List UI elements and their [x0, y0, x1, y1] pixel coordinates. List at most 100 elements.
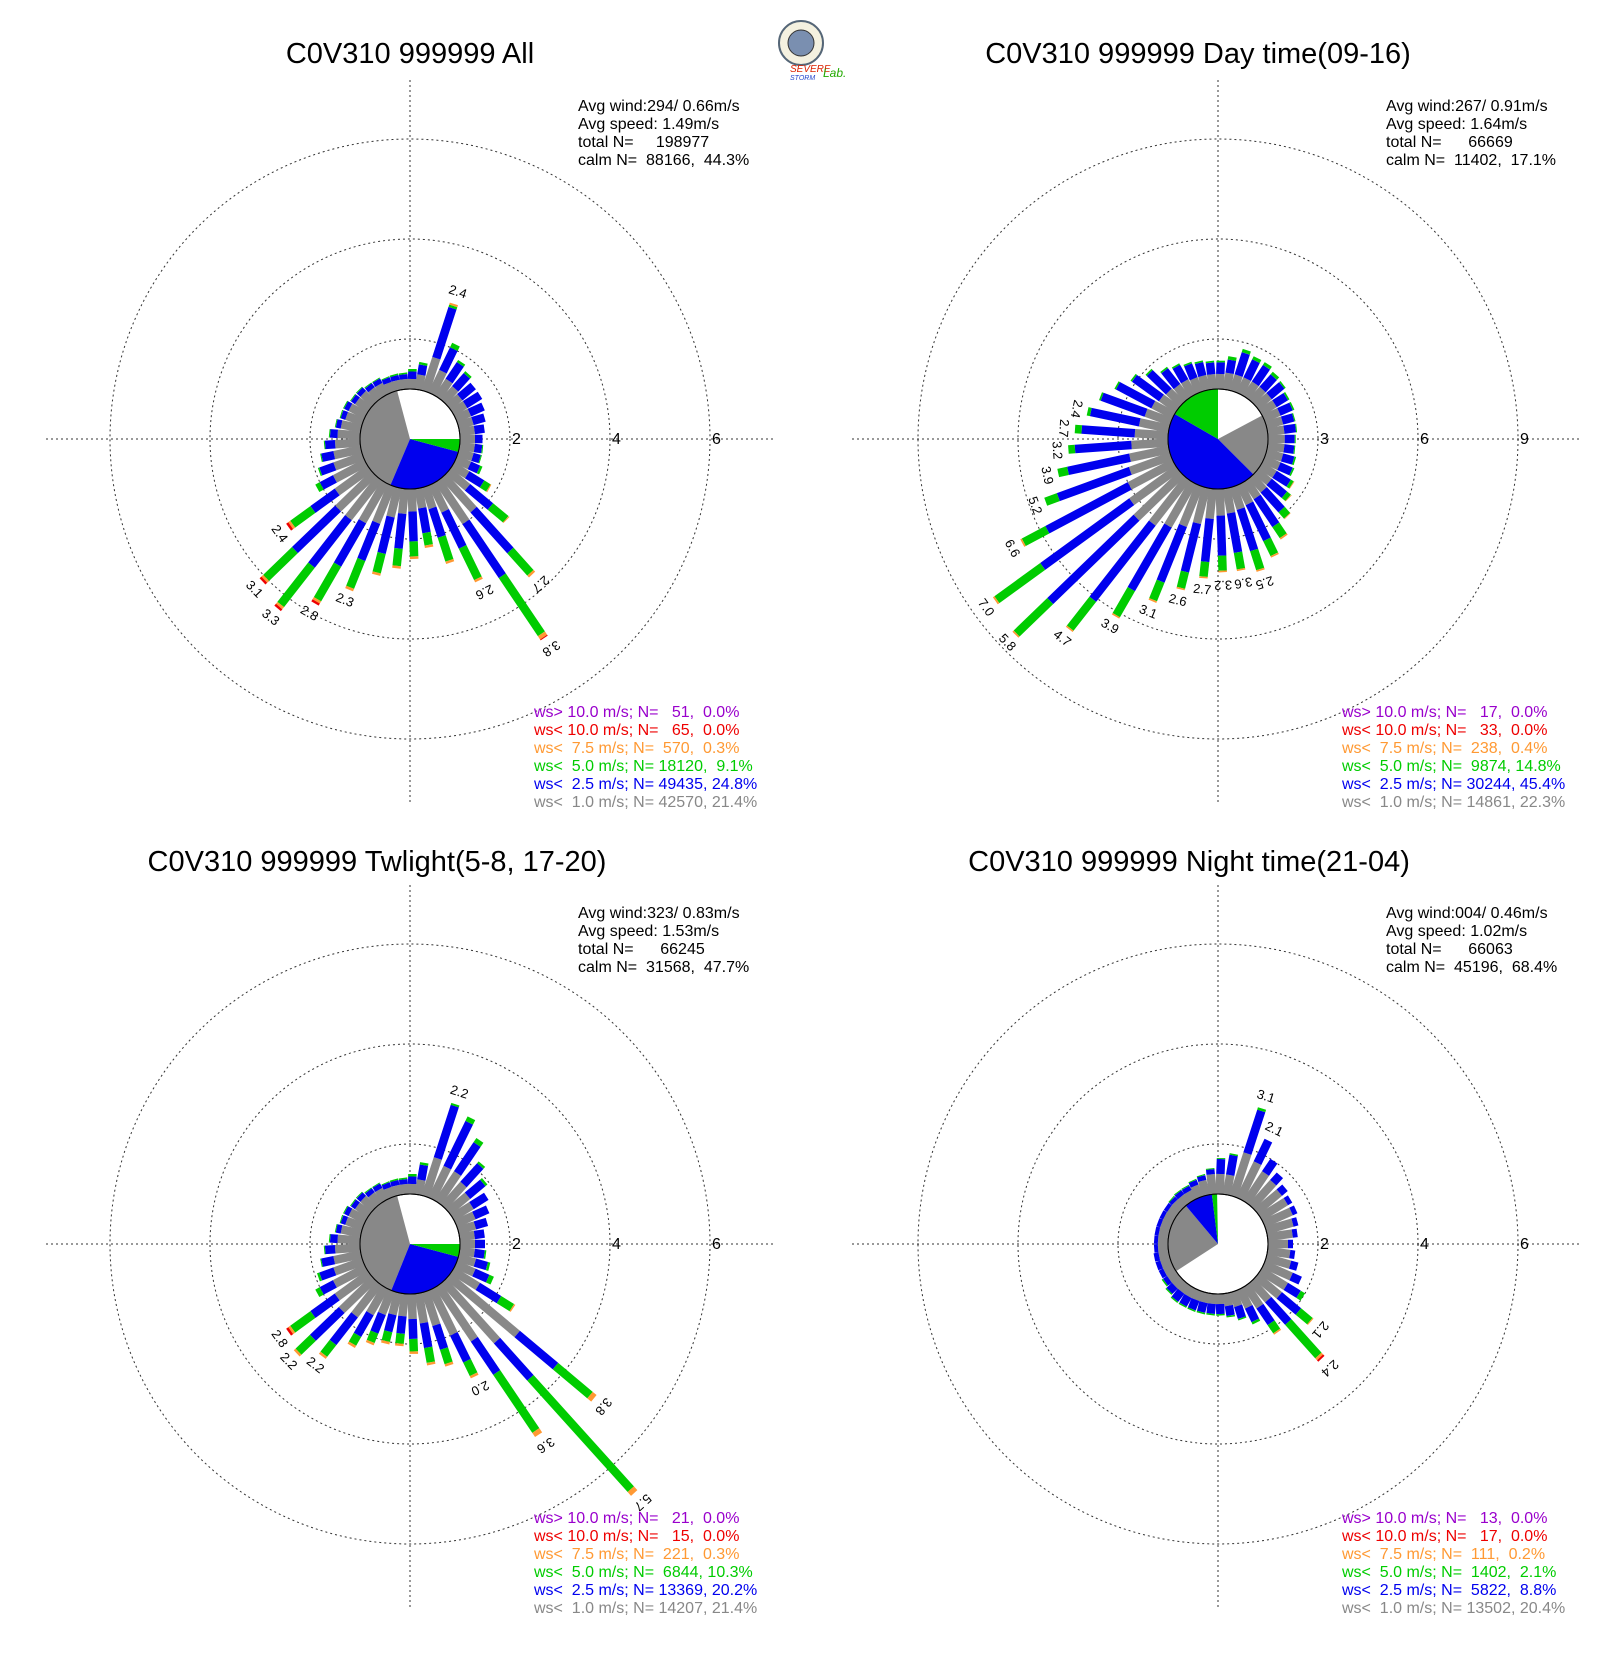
legend-entry-lt1: ws< 1.0 m/s; N= 14207, 21.4%	[533, 1600, 757, 1617]
rose-bar-green	[449, 342, 460, 351]
rose-bar-green	[1145, 368, 1153, 377]
rose-bar-gray	[358, 480, 389, 524]
rose-bar-green	[392, 547, 403, 567]
rose-bar-blue	[464, 483, 494, 510]
legend-entry-lt1: ws< 1.0 m/s; N= 42570, 21.4%	[533, 794, 757, 811]
rose-bar-gray	[337, 429, 361, 440]
rose-bar-green	[1281, 491, 1291, 502]
rose-bar-orange	[1284, 512, 1291, 520]
rose-bar-blue	[1161, 368, 1181, 390]
rose-bar-gray	[440, 1278, 501, 1344]
total-n-text: total N= 66669	[1386, 134, 1513, 151]
rose-bar-green	[1263, 537, 1279, 557]
panel-title: C0V310 999999 Night time(21-04)	[968, 846, 1410, 878]
rose-bar-orange	[381, 1340, 390, 1345]
legend-entry-lt10: ws< 10.0 m/s; N= 65, 0.0%	[533, 722, 739, 739]
rose-bar-green	[1176, 570, 1190, 589]
rose-bar-blue	[1188, 1179, 1199, 1188]
calm-n-text: calm N= 45196, 68.4%	[1386, 959, 1557, 976]
rose-bar-blue	[1234, 352, 1250, 377]
rose-bar-orange	[347, 1341, 357, 1348]
rose-bar-orange	[318, 1351, 328, 1359]
rose-bar-gray	[458, 441, 475, 453]
rose-bar-gray	[334, 464, 373, 496]
calm-slice-gray	[1218, 415, 1269, 475]
rose-bar-blue	[1280, 453, 1295, 465]
rose-bar-blue	[1205, 362, 1216, 375]
rose-bar-green	[320, 1339, 337, 1357]
legend-entry-lt10: ws< 10.0 m/s; N= 15, 0.0%	[533, 1528, 739, 1545]
rose-bar-blue	[473, 1248, 485, 1259]
rose-bar-gray	[383, 381, 396, 395]
rose-bar-gray	[354, 1202, 372, 1219]
calm-slice-green	[410, 439, 460, 452]
rose-bar-blue	[1251, 364, 1271, 387]
rose-bar-blue	[439, 347, 458, 374]
rose-bar-green	[346, 557, 366, 589]
info-block: Avg wind:294/ 0.66m/s Avg speed: 1.49m/s…	[578, 98, 749, 169]
rose-bar-orange	[445, 558, 455, 564]
rose-bar-gray	[333, 1250, 362, 1265]
rose-bar-blue	[443, 1120, 474, 1170]
rose-bar-blue	[408, 511, 418, 542]
rose-bar-green	[1272, 522, 1287, 539]
rose-bar-orange	[1012, 630, 1020, 638]
rose-bar-red	[286, 1327, 294, 1336]
rose-bar-blue	[1180, 522, 1202, 573]
avg-speed-text: Avg speed: 1.49m/s	[578, 116, 719, 133]
rose-bar-gray	[1236, 482, 1254, 506]
rose-bar-blue	[1259, 374, 1277, 393]
calm-outline	[1167, 388, 1269, 490]
rose-bar-orange	[502, 516, 510, 524]
rose-bar-gray	[1138, 418, 1170, 433]
rose-bar-blue	[350, 1199, 360, 1210]
rose-bar-blue	[1272, 470, 1291, 487]
rose-bar-blue	[309, 1306, 345, 1341]
rose-bar-green	[450, 1102, 460, 1108]
rose-bar-gray	[1190, 1184, 1204, 1200]
rose-bar-blue	[1153, 1252, 1161, 1262]
rose-bar-green	[372, 1182, 380, 1188]
rose-bar-blue	[356, 387, 367, 397]
rose-bar-blue	[1089, 407, 1141, 427]
rose-bar-green	[1130, 373, 1137, 382]
rose-bar-green	[496, 1295, 515, 1312]
rose-bar-gray	[445, 1192, 471, 1216]
calm-pie	[1167, 1193, 1269, 1295]
rose-bar-blue	[1226, 512, 1243, 554]
legend-entry-lt2.5: ws< 2.5 m/s; N= 30244, 45.4%	[1341, 776, 1565, 793]
rose-bar-blue	[1040, 498, 1135, 570]
rose-bar-gray	[377, 1288, 396, 1316]
rose-bar-gray	[1184, 1189, 1197, 1203]
rose-bar-blue	[453, 1142, 481, 1176]
rose-bar-blue	[329, 1234, 338, 1244]
rose-bar-gray	[1129, 445, 1170, 462]
rose-bar-orange	[1020, 538, 1026, 547]
rose-bar-green	[317, 467, 323, 477]
peak-value-label: 3.8	[592, 1395, 615, 1418]
peak-value-label: 3.9	[1038, 465, 1056, 486]
rose-bar-gray	[1242, 478, 1261, 500]
rose-bar-gray	[1236, 1287, 1253, 1309]
calm-pie	[1167, 388, 1269, 490]
rose-bar-green	[463, 371, 472, 379]
rose-bar-blue	[398, 373, 408, 380]
rose-bar-orange	[1307, 1317, 1314, 1325]
calm-outline	[359, 1193, 461, 1295]
rose-bar-gray	[434, 1283, 478, 1342]
rose-bar-green	[313, 562, 342, 602]
rose-bar-gray	[1261, 455, 1281, 470]
rose-bar-green	[476, 465, 483, 475]
rose-bar-blue	[319, 1280, 337, 1295]
rose-bar-gray	[333, 445, 362, 460]
rose-bar-orange	[345, 585, 355, 592]
rose-bar-blue	[1187, 1298, 1200, 1311]
rose-bar-gray	[1248, 473, 1267, 493]
rose-bar-blue	[471, 413, 486, 426]
avg-speed-text: Avg speed: 1.64m/s	[1386, 116, 1527, 133]
avg-wind-text: Avg wind:004/ 0.46m/s	[1386, 905, 1548, 922]
rose-bar-green	[372, 377, 380, 383]
peak-labels: 2.42.43.13.3 2.82.3 2.63.82.7	[243, 282, 563, 660]
calm-slice-gray	[360, 390, 410, 485]
